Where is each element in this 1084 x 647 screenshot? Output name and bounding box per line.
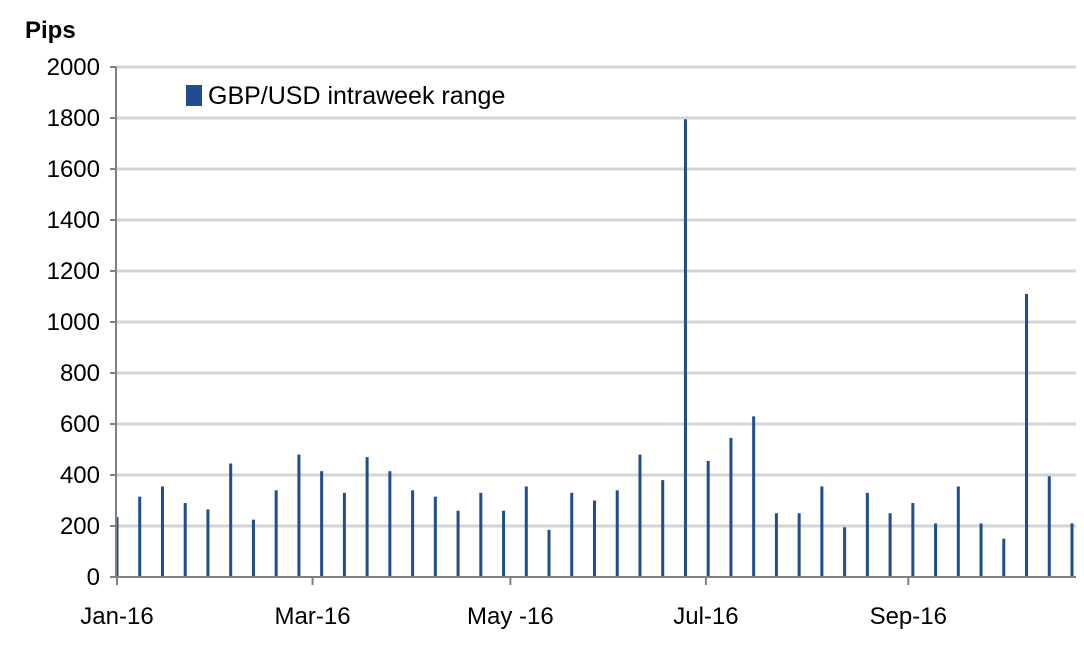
y-tick-label: 1400 xyxy=(47,207,100,234)
legend: GBP/USD intraweek range xyxy=(186,82,505,110)
y-tick-label: 400 xyxy=(60,462,100,489)
bar xyxy=(411,490,415,577)
y-tick-label: 1000 xyxy=(47,309,100,336)
bar xyxy=(297,454,301,577)
y-tick-labels: 0 200 400 600 800 1000 1200 1400 1600 1800 2000 xyxy=(47,54,100,591)
bar xyxy=(774,513,778,577)
y-tick-label: 1600 xyxy=(47,156,100,183)
bar xyxy=(706,460,710,577)
bar xyxy=(433,496,437,577)
y-tick-label: 1200 xyxy=(47,258,100,285)
axes xyxy=(110,66,1076,585)
bar xyxy=(206,509,210,577)
bars xyxy=(115,119,1074,578)
y-tick-label: 1800 xyxy=(47,105,100,132)
bar xyxy=(524,486,528,577)
bar xyxy=(1002,538,1006,577)
y-tick-label: 200 xyxy=(60,513,100,540)
x-tick-label: Jul-16 xyxy=(673,603,738,630)
gridlines xyxy=(116,65,1076,528)
bar xyxy=(934,523,938,577)
bar xyxy=(661,480,665,577)
y-tick-label: 2000 xyxy=(47,54,100,81)
bar xyxy=(593,500,596,577)
bar xyxy=(138,496,142,577)
bar xyxy=(797,513,801,577)
y-tick-label: 600 xyxy=(60,411,100,438)
y-tick-label: 0 xyxy=(87,564,100,591)
x-tick-label: Sep-16 xyxy=(870,603,947,630)
bar xyxy=(1070,523,1074,577)
x-tick-label: Jan-16 xyxy=(80,603,153,630)
bar xyxy=(956,486,960,577)
bar xyxy=(979,523,983,577)
bar xyxy=(570,492,574,577)
bar xyxy=(683,119,687,578)
bar xyxy=(479,492,483,577)
bar xyxy=(229,463,233,577)
bar xyxy=(911,503,915,577)
legend-swatch xyxy=(186,85,202,106)
y-axis-label: Pips xyxy=(25,17,76,44)
bar xyxy=(1047,476,1051,577)
bar xyxy=(342,492,346,577)
x-tick-label: May -16 xyxy=(467,603,554,630)
bar xyxy=(456,510,460,577)
x-tick-label: Mar-16 xyxy=(275,603,351,630)
bar xyxy=(251,519,255,577)
bar xyxy=(615,490,619,577)
bar xyxy=(320,471,324,577)
bar xyxy=(843,527,847,577)
bar xyxy=(365,457,369,577)
x-tick-labels: Jan-16 Mar-16 May -16 Jul-16 Sep-16 xyxy=(80,603,947,630)
bar xyxy=(638,454,642,577)
bar xyxy=(752,416,756,577)
bar xyxy=(160,486,164,577)
y-tick-label: 800 xyxy=(60,360,100,387)
bar xyxy=(547,529,551,577)
bar xyxy=(820,486,824,577)
bar xyxy=(729,438,733,577)
bar xyxy=(274,490,278,577)
bar xyxy=(502,510,506,577)
bar xyxy=(183,503,187,577)
bar xyxy=(388,471,392,577)
bar xyxy=(888,513,892,577)
legend-label: GBP/USD intraweek range xyxy=(208,82,505,110)
bar xyxy=(865,492,869,577)
bar xyxy=(1025,293,1029,577)
